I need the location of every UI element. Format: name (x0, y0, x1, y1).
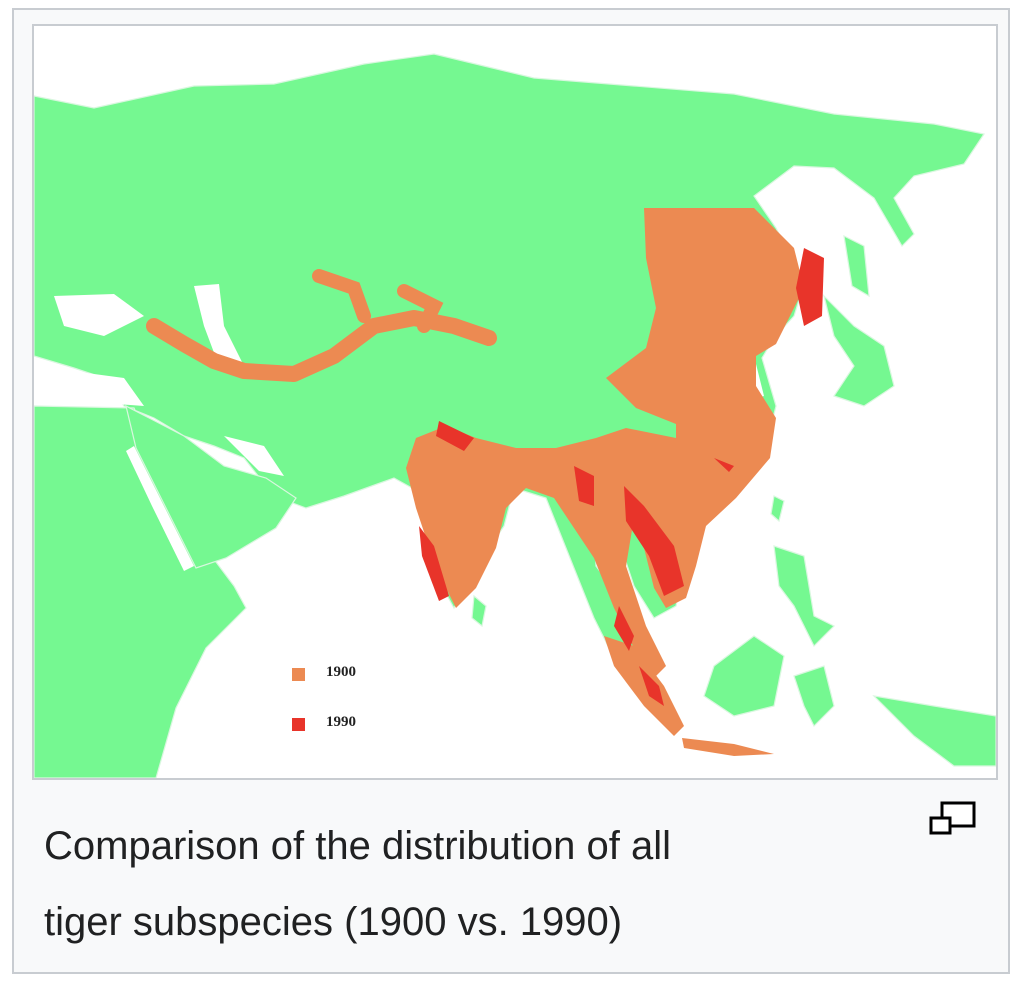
range-1990 (419, 248, 824, 706)
amur-range (796, 248, 824, 326)
china-south-range (714, 458, 734, 472)
land (34, 53, 996, 778)
persian-gulf (224, 436, 284, 476)
central-asia-range (146, 310, 497, 382)
sulawesi (793, 665, 835, 728)
map-svg (34, 53, 996, 778)
malaya-range (614, 606, 634, 651)
sakhalin (843, 234, 870, 298)
western-ghats-range (419, 526, 449, 601)
philippines (773, 545, 836, 648)
figure-caption: Comparison of the distribution of all ti… (44, 808, 904, 960)
himalaya-range (436, 421, 474, 451)
legend-swatch-1990 (292, 718, 305, 731)
range-1900 (146, 208, 804, 756)
sumatra-range (604, 636, 684, 736)
caspian-sea (194, 284, 244, 366)
black-sea (54, 294, 144, 336)
myanmar-range (574, 466, 594, 506)
legend-swatch-1900 (292, 668, 305, 681)
legend-label-1900: 1900 (326, 664, 356, 680)
japan (822, 294, 895, 407)
red-sea (126, 446, 194, 571)
tiger-distribution-map[interactable]: 1900 1990 (32, 24, 998, 780)
caption-line-2: tiger subspecies (1900 vs. 1990) (44, 900, 623, 944)
arabia (125, 404, 297, 569)
central-asia-range-2 (312, 269, 444, 333)
new-guinea (872, 695, 996, 767)
magnify-clip-icon[interactable] (928, 800, 978, 836)
china-korea-india-range (406, 208, 804, 678)
indochina-range (624, 486, 684, 596)
sri-lanka (471, 594, 487, 628)
mediterranean (34, 366, 144, 406)
borneo (703, 635, 785, 717)
sumatra-1990-range (639, 666, 664, 706)
caption-line-1: Comparison of the distribution of all (44, 824, 671, 868)
java-range (682, 738, 774, 756)
taiwan (770, 495, 785, 523)
legend-label-1990: 1990 (326, 714, 356, 730)
